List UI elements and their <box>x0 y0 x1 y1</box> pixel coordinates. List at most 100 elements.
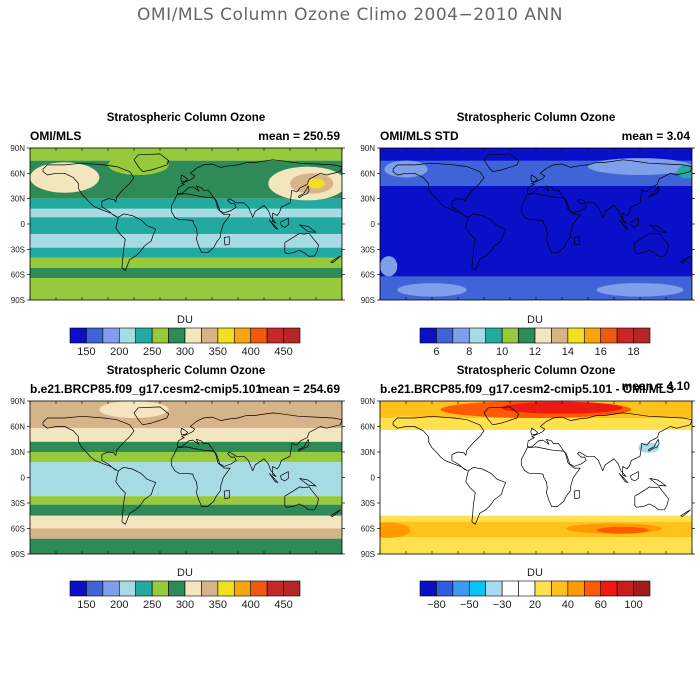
colorbar-tick-label: 350 <box>209 346 227 358</box>
coastline <box>42 162 135 218</box>
panel-mean-label: mean = 250.59 <box>258 129 340 143</box>
map-panel-3: Stratospheric Column Ozone b.e21.BRCP85.f… <box>10 365 345 611</box>
colorbar-swatch <box>151 327 169 344</box>
colorbar-swatch <box>283 580 301 597</box>
coastline <box>115 466 157 525</box>
colorbar: DU 150 200 250 300 350 400 450 <box>69 567 301 611</box>
coastline <box>648 185 660 199</box>
lat-tick-label: 60N <box>10 169 25 178</box>
map-panel-4: Stratospheric Column Ozone b.e21.BRCP85.f… <box>360 365 695 611</box>
contour-band <box>30 148 342 161</box>
coastline <box>530 174 539 183</box>
lat-tick-label: 30S <box>361 245 375 254</box>
colorbar-swatch <box>86 327 104 344</box>
lat-tick-label: 60N <box>10 423 25 432</box>
contour-region <box>107 154 169 176</box>
coastline <box>298 185 310 199</box>
contour-band <box>30 452 342 463</box>
colorbar-swatch <box>201 580 219 597</box>
lat-tick-label: 30N <box>10 195 25 204</box>
colorbar-swatch <box>168 580 186 597</box>
colorbar-swatch <box>616 580 634 597</box>
colorbar-tick-label: 250 <box>143 346 161 358</box>
contour-band <box>380 537 692 554</box>
colorbar-tick-label: 250 <box>143 599 161 611</box>
coastline <box>392 162 485 218</box>
contour-region <box>99 401 169 418</box>
coastline <box>465 466 507 525</box>
map-panel-2: Stratospheric Column Ozone OMI/MLS STD mea… <box>360 112 695 358</box>
contour-band <box>30 538 342 554</box>
colorbar-tick-label: 400 <box>242 346 260 358</box>
lat-tick-label: 60S <box>11 525 25 534</box>
coastline <box>180 174 189 183</box>
contour-band <box>30 257 342 268</box>
coastline <box>680 255 691 264</box>
colorbar-swatch <box>118 580 137 597</box>
colorbar-swatch <box>217 327 235 344</box>
panel-title: Stratospheric Column Ozone <box>107 112 265 124</box>
panel-title: Stratospheric Column Ozone <box>457 112 615 124</box>
colorbar-swatch <box>633 580 651 597</box>
colorbar-swatch <box>567 580 585 597</box>
colorbar-unit: DU <box>177 567 193 579</box>
colorbar-swatch <box>419 327 437 344</box>
panel-left-label: OMI/MLS <box>30 129 81 143</box>
colorbar-swatch <box>468 327 487 344</box>
coastline <box>618 219 629 230</box>
colorbar-tick-label: 150 <box>77 599 95 611</box>
coastline <box>483 406 520 426</box>
panel-title: Stratospheric Column Ozone <box>107 365 265 377</box>
panel-mean-label: mean = 254.69 <box>258 382 340 396</box>
lat-tick-label: 0 <box>371 220 376 229</box>
lat-tick-label: 90S <box>361 550 375 559</box>
colorbar-swatch <box>168 327 186 344</box>
coastline <box>268 473 279 483</box>
colorbar-tick-label: 18 <box>627 346 639 358</box>
colorbar-tick-label: 8 <box>466 346 472 358</box>
coastline <box>180 427 189 436</box>
panel-mean-label: mean = 3.04 <box>622 129 691 143</box>
colorbar-swatch <box>583 580 602 597</box>
colorbar-tick-label: 400 <box>242 599 260 611</box>
contour-band <box>30 278 342 300</box>
colorbar-swatch <box>250 580 268 597</box>
panel-title: Stratospheric Column Ozone <box>457 365 615 377</box>
coastline <box>520 446 581 507</box>
coastline <box>392 415 485 472</box>
colorbar-tick-label: 40 <box>562 599 574 611</box>
colorbar-swatch <box>501 327 519 344</box>
colorbar-swatch <box>184 327 202 344</box>
colorbar: DU 150 200 250 300 350 400 450 <box>69 314 301 358</box>
colorbar-swatch <box>633 327 651 344</box>
coastline <box>630 471 639 482</box>
panel-left-label: b.e21.BRCP85.f09_g17.cesm2-cmip5.101 - O… <box>380 382 674 396</box>
colorbar-tick-label: 300 <box>176 599 194 611</box>
lat-tick-label: 30N <box>360 448 375 457</box>
colorbar-unit: DU <box>177 314 193 326</box>
colorbar-swatch <box>233 580 252 597</box>
colorbar-swatch <box>468 580 487 597</box>
coastline <box>330 255 341 264</box>
colorbar-swatch <box>583 327 602 344</box>
contour-band <box>380 515 692 522</box>
lat-tick-label: 0 <box>371 474 376 483</box>
contour-band <box>30 504 342 516</box>
lat-tick-label: 30S <box>11 245 25 254</box>
coastline <box>573 489 580 500</box>
coastline <box>648 438 660 452</box>
colorbar-tick-label: −30 <box>493 599 512 611</box>
colorbar-swatch <box>233 327 252 344</box>
coastline <box>526 159 692 224</box>
colorbar-tick-label: 350 <box>209 599 227 611</box>
coastline <box>223 236 230 246</box>
coastline <box>133 406 170 426</box>
colorbar: DU 6 8 10 12 14 16 18 <box>419 314 651 358</box>
coastline <box>649 478 667 487</box>
colorbar-swatch <box>534 580 552 597</box>
contour-band <box>30 208 342 218</box>
coastline <box>526 412 692 477</box>
coastline <box>170 446 231 507</box>
colorbar-unit: DU <box>527 314 543 326</box>
coastline <box>634 232 669 257</box>
